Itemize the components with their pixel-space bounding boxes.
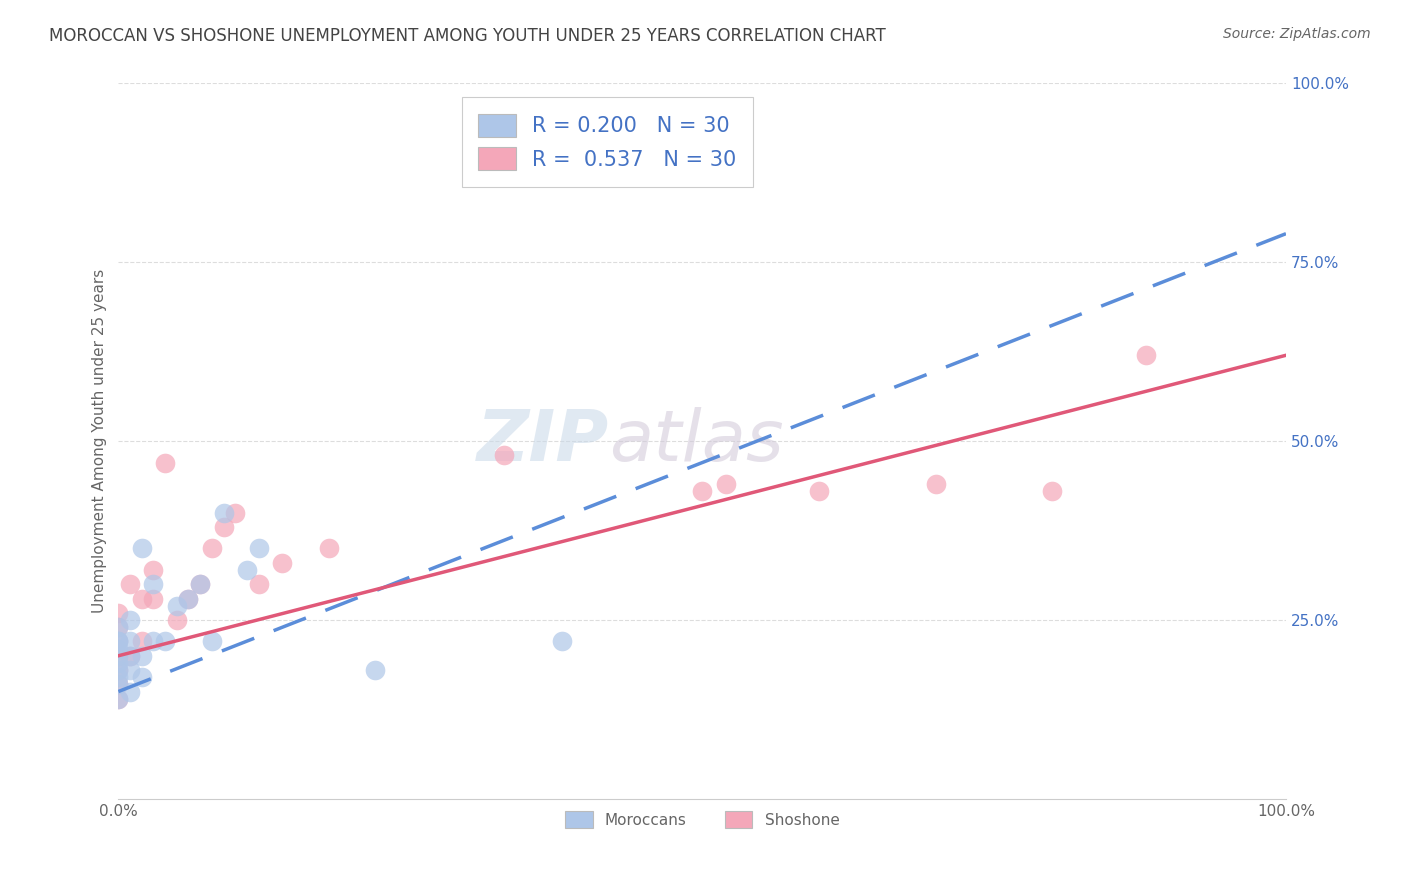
Point <box>714 477 737 491</box>
Point <box>107 606 129 620</box>
Text: ZIP: ZIP <box>477 407 609 475</box>
Point <box>142 563 165 577</box>
Point <box>107 634 129 648</box>
Point <box>120 663 142 677</box>
Point <box>188 577 211 591</box>
Point <box>107 691 129 706</box>
Point <box>690 484 713 499</box>
Point <box>212 506 235 520</box>
Point <box>1135 348 1157 362</box>
Point <box>107 656 129 670</box>
Point <box>551 634 574 648</box>
Point <box>120 613 142 627</box>
Point <box>107 691 129 706</box>
Point <box>120 684 142 698</box>
Point <box>131 670 153 684</box>
Point <box>142 634 165 648</box>
Point <box>107 620 129 634</box>
Point <box>107 634 129 648</box>
Point <box>925 477 948 491</box>
Point <box>120 634 142 648</box>
Point <box>201 541 224 556</box>
Point <box>107 641 129 656</box>
Point <box>142 591 165 606</box>
Point <box>107 663 129 677</box>
Point <box>1042 484 1064 499</box>
Point <box>107 648 129 663</box>
Point <box>131 634 153 648</box>
Text: MOROCCAN VS SHOSHONE UNEMPLOYMENT AMONG YOUTH UNDER 25 YEARS CORRELATION CHART: MOROCCAN VS SHOSHONE UNEMPLOYMENT AMONG … <box>49 27 886 45</box>
Text: Source: ZipAtlas.com: Source: ZipAtlas.com <box>1223 27 1371 41</box>
Point <box>107 620 129 634</box>
Point <box>807 484 830 499</box>
Point <box>224 506 246 520</box>
Point <box>107 663 129 677</box>
Point <box>107 634 129 648</box>
Point <box>247 577 270 591</box>
Point <box>318 541 340 556</box>
Point <box>107 677 129 691</box>
Point <box>153 456 176 470</box>
Point <box>131 541 153 556</box>
Point <box>153 634 176 648</box>
Point <box>120 648 142 663</box>
Point <box>107 670 129 684</box>
Point <box>107 648 129 663</box>
Point <box>166 599 188 613</box>
Text: atlas: atlas <box>609 407 783 475</box>
Point <box>364 663 387 677</box>
Point <box>107 677 129 691</box>
Point <box>120 648 142 663</box>
Point <box>201 634 224 648</box>
Point <box>131 648 153 663</box>
Point <box>270 556 292 570</box>
Point <box>120 577 142 591</box>
Point <box>236 563 259 577</box>
Point <box>142 577 165 591</box>
Point <box>212 520 235 534</box>
Point <box>492 449 515 463</box>
Point <box>188 577 211 591</box>
Legend: Moroccans, Shoshone: Moroccans, Shoshone <box>560 805 845 834</box>
Point <box>177 591 200 606</box>
Point <box>166 613 188 627</box>
Y-axis label: Unemployment Among Youth under 25 years: Unemployment Among Youth under 25 years <box>93 269 107 614</box>
Point <box>177 591 200 606</box>
Point <box>131 591 153 606</box>
Point <box>247 541 270 556</box>
